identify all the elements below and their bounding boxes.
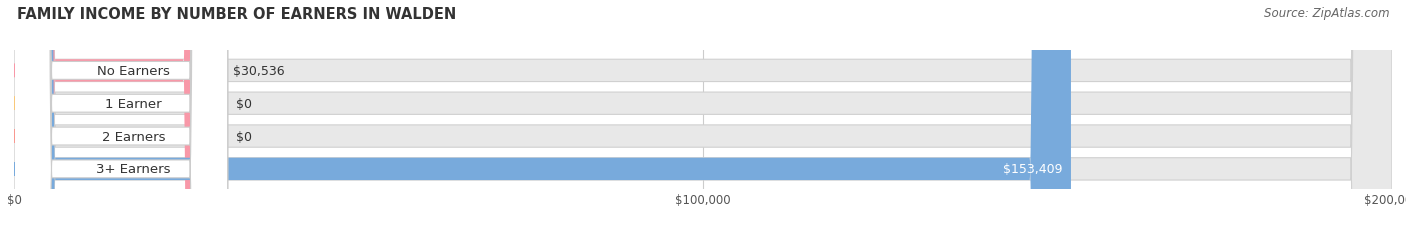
Text: $0: $0 (236, 130, 252, 143)
FancyBboxPatch shape (14, 0, 225, 231)
Text: 3+ Earners: 3+ Earners (97, 163, 172, 176)
Text: $153,409: $153,409 (1004, 163, 1063, 176)
Text: $30,536: $30,536 (233, 65, 284, 78)
FancyBboxPatch shape (14, 0, 1392, 231)
Text: 2 Earners: 2 Earners (101, 130, 166, 143)
Text: FAMILY INCOME BY NUMBER OF EARNERS IN WALDEN: FAMILY INCOME BY NUMBER OF EARNERS IN WA… (17, 7, 456, 22)
FancyBboxPatch shape (14, 0, 1392, 231)
FancyBboxPatch shape (14, 0, 228, 231)
FancyBboxPatch shape (14, 0, 228, 231)
FancyBboxPatch shape (14, 0, 228, 231)
FancyBboxPatch shape (14, 0, 1392, 231)
Text: No Earners: No Earners (97, 65, 170, 78)
Text: 1 Earner: 1 Earner (105, 97, 162, 110)
FancyBboxPatch shape (14, 0, 1392, 231)
FancyBboxPatch shape (14, 0, 228, 231)
Text: $0: $0 (236, 97, 252, 110)
Text: Source: ZipAtlas.com: Source: ZipAtlas.com (1264, 7, 1389, 20)
FancyBboxPatch shape (14, 0, 1071, 231)
